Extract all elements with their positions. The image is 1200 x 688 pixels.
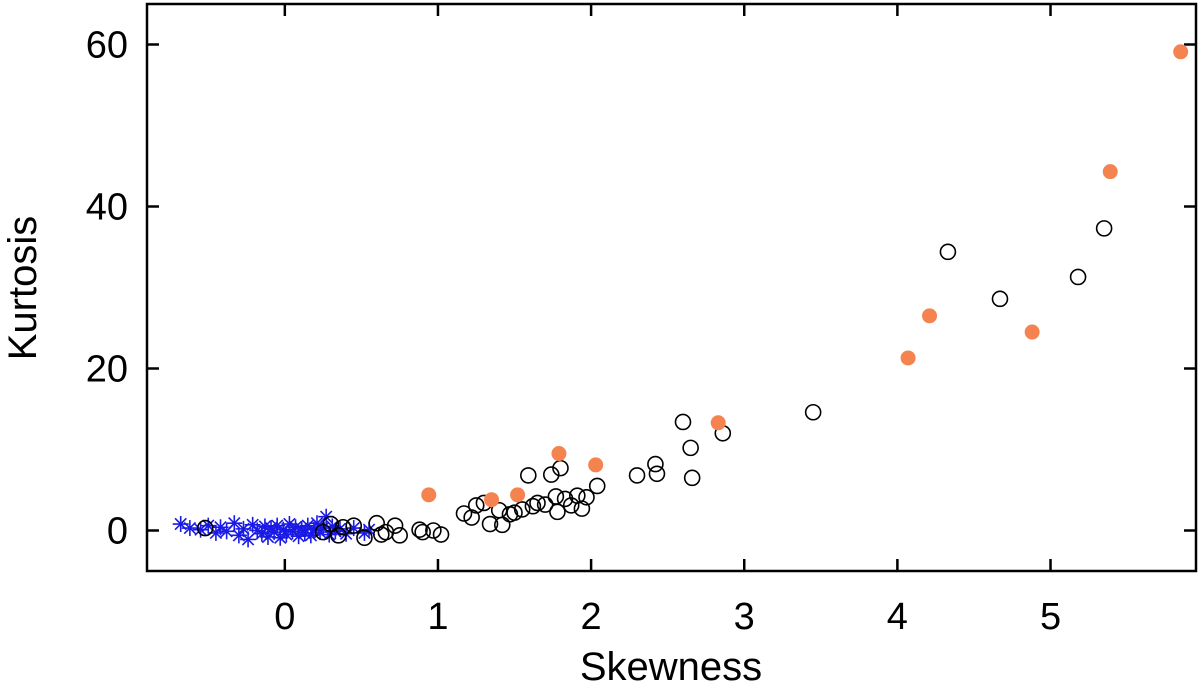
- filled-circle-point: [922, 308, 938, 324]
- open-circle-point: [1069, 268, 1087, 286]
- open-circle-point: [804, 403, 822, 421]
- open-circle-point: [588, 477, 606, 495]
- open-circle-point: [628, 467, 646, 484]
- filled-circle-point: [484, 492, 500, 508]
- x-axis-title: Skewness: [580, 645, 762, 688]
- open-circle-point: [386, 517, 404, 534]
- open-circle-point: [647, 455, 664, 473]
- plot-frame: [145, 2, 1198, 573]
- x-tick-label: 4: [887, 596, 908, 638]
- open-circle-point: [481, 515, 499, 533]
- axis-ticks: [147, 4, 1196, 571]
- open-circle-point: [432, 526, 450, 543]
- open-circle-point: [529, 494, 546, 512]
- open-circle-point: [330, 527, 347, 544]
- y-tick-label: 0: [107, 511, 128, 553]
- filled-circle-point: [900, 350, 916, 366]
- filled-circle-point: [1102, 164, 1118, 180]
- data-points: [172, 44, 1189, 548]
- open-circle-point: [391, 527, 408, 544]
- open-circle-point: [536, 496, 554, 513]
- open-circle-point: [322, 515, 340, 533]
- open-circle-point: [991, 290, 1009, 308]
- open-circle-point: [547, 488, 565, 505]
- filled-circle-point: [551, 446, 567, 462]
- open-circle-point: [506, 504, 523, 521]
- open-circle-point: [467, 497, 485, 514]
- x-tick-label: 1: [427, 596, 448, 638]
- open-circle-point: [573, 500, 591, 517]
- open-circle-point: [542, 466, 560, 483]
- x-tick-label: 0: [274, 596, 295, 638]
- open-circle-point: [578, 488, 595, 506]
- x-tick-label: 3: [734, 596, 755, 638]
- filled-circle-point: [710, 415, 726, 431]
- y-tick-label: 40: [86, 187, 128, 229]
- open-circle-point: [425, 522, 442, 539]
- asterisk-point: [318, 508, 335, 525]
- open-circle-point: [513, 501, 531, 518]
- open-circle-point: [549, 503, 566, 521]
- open-circle-point: [524, 497, 542, 515]
- axis-tick-labels: 0 1 2 3 4 5 0 20 40 60: [86, 25, 1061, 639]
- open-circle-point: [411, 521, 428, 538]
- open-circle-point: [455, 505, 473, 522]
- open-circle-point: [463, 509, 480, 526]
- filled-circle-point: [1024, 324, 1040, 340]
- filled-circle-point: [421, 487, 437, 503]
- y-tick-label: 20: [86, 349, 128, 391]
- y-axis-title: Kurtosis: [1, 216, 45, 361]
- filled-circle-point: [588, 457, 604, 473]
- open-circle-point: [674, 413, 692, 431]
- open-circle-point: [562, 497, 580, 514]
- filled-circle-point: [1173, 44, 1189, 60]
- open-circle-point: [1095, 220, 1113, 237]
- open-circle-point: [682, 439, 699, 457]
- y-tick-label: 60: [86, 25, 128, 67]
- open-circle-point: [356, 529, 373, 547]
- open-circle-point: [196, 519, 214, 537]
- open-circle-point: [556, 490, 574, 508]
- x-tick-label: 5: [1040, 596, 1061, 638]
- open-circle-point: [334, 518, 352, 536]
- open-circle-point: [648, 465, 666, 483]
- open-circle-point: [345, 517, 363, 534]
- filled-circle-point: [510, 487, 526, 503]
- asterisk-point: [226, 515, 243, 532]
- open-circle-point: [939, 243, 957, 261]
- open-circle-point: [520, 467, 537, 484]
- x-tick-label: 2: [581, 596, 602, 638]
- open-circle-point: [683, 469, 701, 487]
- open-circle-point: [414, 523, 431, 541]
- asterisk-point: [218, 523, 235, 540]
- open-circle-point: [368, 514, 386, 532]
- asterisk-point: [181, 520, 198, 537]
